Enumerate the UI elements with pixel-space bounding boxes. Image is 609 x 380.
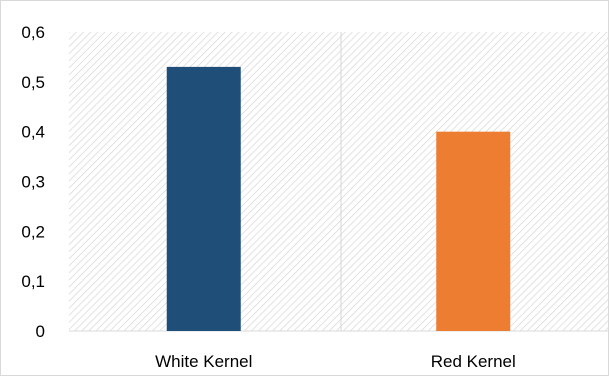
x-tick-label: White Kernel — [155, 352, 252, 371]
y-tick-label: 0,4 — [21, 123, 45, 142]
y-axis: 0 0,1 0,2 0,3 0,4 0,5 0,6 — [21, 23, 45, 341]
y-tick-label: 0,6 — [21, 23, 45, 42]
y-tick-label: 0,2 — [21, 222, 45, 241]
y-tick-label: 0,1 — [21, 272, 45, 291]
y-tick-label: 0,5 — [21, 73, 45, 92]
x-tick-label: Red Kernel — [431, 352, 516, 371]
bar-series — [166, 66, 511, 331]
bar-red-kernel — [436, 131, 511, 331]
plot-area — [69, 32, 608, 331]
y-tick-label: 0 — [36, 322, 45, 341]
y-tick-label: 0,3 — [21, 173, 45, 192]
x-axis: White Kernel Red Kernel — [155, 352, 516, 371]
bar-white-kernel — [166, 66, 241, 331]
